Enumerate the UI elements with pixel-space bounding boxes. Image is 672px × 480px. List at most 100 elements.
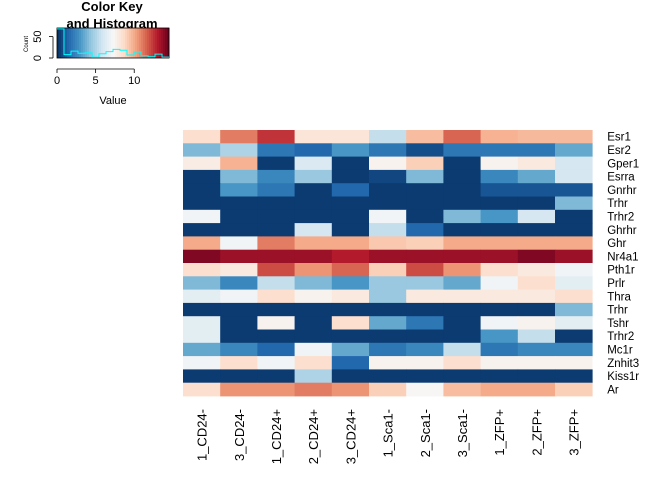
heatmap-cell: [369, 169, 407, 184]
heatmap-cell: [555, 236, 593, 251]
heatmap-cell: [517, 156, 556, 171]
heatmap-cell: [294, 342, 333, 357]
heatmap-cell: [220, 169, 258, 184]
heatmap-cell: [294, 236, 333, 251]
heatmap-cell: [517, 329, 556, 344]
heatmap-cell: [294, 130, 333, 144]
heatmap-cell: [406, 382, 444, 397]
heatmap-cell: [294, 369, 333, 384]
heatmap-cell: [331, 289, 370, 304]
heatmap-cell: [406, 196, 444, 211]
color-key-swatch: [71, 28, 74, 58]
heatmap-cell: [257, 289, 295, 304]
color-key-swatch: [57, 28, 60, 58]
column-label: 2_ZFP+: [529, 409, 544, 456]
heatmap-cell: [369, 183, 407, 197]
heatmap-cell: [406, 356, 444, 370]
heatmap-cell: [406, 289, 444, 304]
color-key-swatch: [133, 28, 136, 58]
heatmap-cell: [555, 329, 593, 344]
heatmap-cell: [517, 382, 556, 397]
color-key-swatch: [143, 28, 146, 58]
heatmap-cell: [517, 209, 556, 224]
heatmap-cell: [257, 356, 295, 370]
color-key-swatch: [59, 28, 62, 58]
heatmap-cell: [480, 302, 519, 317]
heatmap-cell: [257, 223, 295, 237]
heatmap-cell: [406, 223, 444, 237]
row-label: Esrra: [607, 172, 635, 184]
heatmap-cell: [406, 236, 444, 251]
heatmap-cell: [517, 183, 556, 197]
heatmap-cell: [443, 316, 481, 330]
heatmap-cell: [517, 302, 556, 317]
heatmap-cell: [517, 276, 556, 290]
heatmap-cell: [443, 302, 481, 317]
column-label: 1_CD24-: [195, 409, 210, 461]
heatmap-cell: [183, 236, 221, 251]
heatmap-cell: [555, 276, 593, 290]
color-key-border: [56, 27, 170, 59]
color-key-swatch: [151, 28, 154, 58]
heatmap-cell: [480, 183, 519, 197]
heatmap-cell: [555, 289, 593, 304]
heatmap-cell: [257, 263, 295, 277]
heatmap-cell: [517, 342, 556, 357]
heatmap-cell: [220, 276, 258, 290]
color-key-x-label: Value: [99, 95, 126, 107]
heatmap-cell: [183, 302, 221, 317]
color-key-swatch: [61, 28, 64, 58]
heatmap-cell: [480, 263, 519, 277]
heatmap-cell: [183, 249, 221, 264]
heatmap-cell: [294, 263, 333, 277]
heatmap-cell: [517, 196, 556, 211]
heatmap-cell: [443, 249, 481, 264]
color-key-histogram: [57, 28, 169, 58]
color-key-swatch: [95, 28, 98, 58]
heatmap-cell: [257, 130, 295, 144]
row-label: Gnrhr: [607, 185, 637, 197]
heatmap-cell: [443, 209, 481, 224]
heatmap-cell: [369, 209, 407, 224]
heatmap-cell: [331, 130, 370, 144]
color-key-x-tick-label: 0: [54, 75, 60, 87]
heatmap-cell: [443, 342, 481, 357]
color-key-swatch: [127, 28, 130, 58]
heatmap-cell: [220, 289, 258, 304]
heatmap-cell: [369, 223, 407, 237]
heatmap-cell: [480, 289, 519, 304]
color-key-swatch: [161, 28, 164, 58]
row-label: Thra: [607, 291, 631, 303]
heatmap-cell: [331, 356, 370, 370]
heatmap-cell: [406, 156, 444, 171]
color-key-swatch: [141, 28, 144, 58]
heatmap-cell: [294, 289, 333, 304]
heatmap-cell: [257, 183, 295, 197]
row-label: Esr1: [607, 132, 631, 144]
column-label: 3_CD24+: [343, 409, 358, 464]
heatmap-cell: [220, 236, 258, 251]
heatmap-cell: [257, 342, 295, 357]
column-labels: 1_CD24- 3_CD24- 1_CD24+ 2_CD24+ 3_CD24+ 1_Sca…: [195, 409, 582, 464]
heatmap-cell: [220, 196, 258, 211]
heatmap-cell: [331, 183, 370, 197]
heatmap-cell: [257, 382, 295, 397]
heatmap-cell: [555, 196, 593, 211]
heatmap-cell: [331, 236, 370, 251]
color-key-swatch: [157, 28, 160, 58]
heatmap-cell: [331, 276, 370, 290]
row-label: Ghrhr: [607, 225, 637, 237]
color-key-swatch: [73, 28, 76, 58]
heatmap-cell: [517, 143, 556, 157]
color-key-swatch: [123, 28, 126, 58]
heatmap-cell: [406, 169, 444, 184]
color-key-swatch: [147, 28, 150, 58]
color-key-swatch: [89, 28, 92, 58]
color-key: Color Key and Histogram 0 5 10 0 50 Count Va…: [24, 0, 170, 107]
heatmap-cell: [257, 196, 295, 211]
color-key-swatch: [93, 28, 96, 58]
heatmap-cell: [555, 183, 593, 197]
color-key-swatch: [103, 28, 106, 58]
heatmap-cell: [369, 289, 407, 304]
heatmap-cell: [555, 263, 593, 277]
